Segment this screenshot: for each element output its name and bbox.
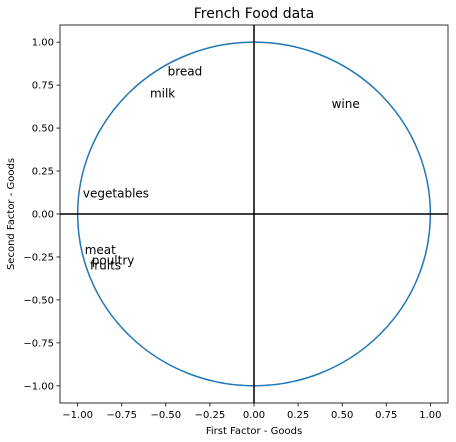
point-label-poultry: poultry: [92, 253, 135, 267]
point-label-vegetables: vegetables: [83, 186, 149, 200]
y-tick-label: 0.00: [32, 210, 54, 221]
x-tick-label: 0.50: [331, 410, 353, 421]
y-tick-label: 1.00: [32, 38, 54, 49]
x-tick-label: 0.75: [375, 410, 397, 421]
x-tick-label: −1.00: [62, 410, 93, 421]
x-tick-label: −0.75: [106, 410, 137, 421]
x-tick-label: −0.50: [150, 410, 181, 421]
y-tick-label: 0.25: [32, 167, 54, 178]
point-label-fruits: fruits: [90, 259, 121, 273]
y-tick-label: 0.50: [32, 124, 54, 135]
x-tick-label: 0.25: [287, 410, 309, 421]
x-tick-label: −0.25: [195, 410, 226, 421]
y-tick-label: 0.75: [32, 81, 54, 92]
x-tick-label: 0.00: [243, 410, 265, 421]
point-label-wine: wine: [332, 97, 360, 111]
y-axis-title: Second Factor - Goods: [6, 158, 17, 270]
x-axis-title: First Factor - Goods: [206, 426, 302, 437]
point-label-meat: meat: [85, 243, 116, 257]
plot-area: bread milk wine vegetables meatpoultryfruits…: [23, 24, 449, 421]
y-tick-label: −0.50: [23, 295, 54, 306]
point-label-bread: bread: [168, 64, 203, 78]
x-tick-label: 1.00: [419, 410, 441, 421]
chart-title: French Food data: [194, 6, 315, 22]
point-label-milk: milk: [150, 87, 175, 101]
y-tick-label: −0.25: [23, 252, 54, 263]
y-tick-label: −0.75: [23, 338, 54, 349]
y-tick-label: −1.00: [23, 381, 54, 392]
